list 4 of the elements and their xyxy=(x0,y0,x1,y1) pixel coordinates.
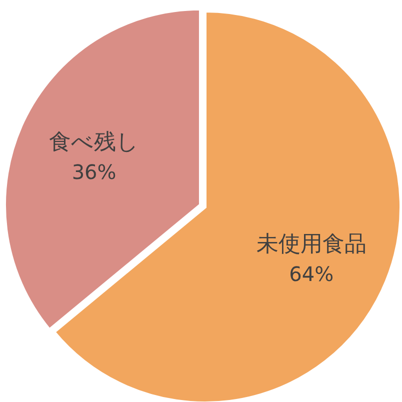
slice-label: 食べ残し xyxy=(49,130,140,155)
slice-label: 未使用食品 xyxy=(256,232,366,258)
data-label: 64% xyxy=(289,262,334,286)
data-label: 36% xyxy=(72,160,116,184)
